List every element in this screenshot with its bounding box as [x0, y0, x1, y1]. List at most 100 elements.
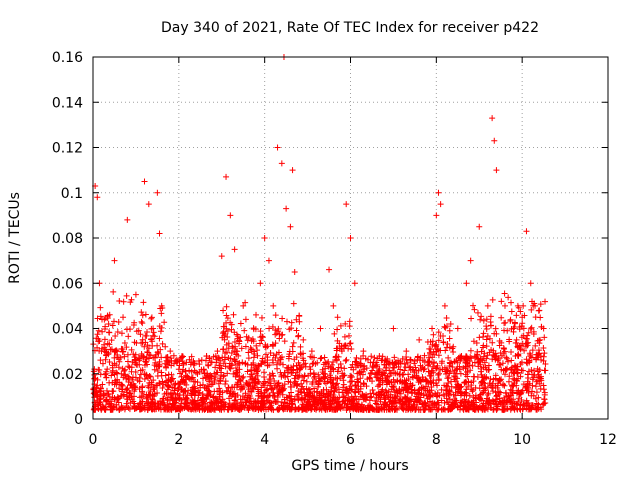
data-point	[467, 347, 474, 354]
data-point	[266, 376, 273, 383]
data-point	[249, 403, 256, 410]
data-point	[123, 344, 130, 351]
data-point	[409, 373, 416, 380]
data-point	[137, 406, 144, 413]
data-point	[368, 353, 375, 360]
data-point	[346, 340, 353, 347]
data-point	[123, 393, 130, 400]
data-point	[139, 320, 146, 327]
data-point	[132, 374, 139, 381]
data-point	[514, 352, 521, 359]
data-point	[133, 340, 140, 347]
data-point	[149, 406, 156, 413]
data-point	[462, 406, 469, 413]
data-point	[374, 355, 381, 362]
data-point	[305, 372, 312, 379]
data-point	[447, 321, 454, 328]
data-point	[541, 395, 548, 402]
data-point	[249, 379, 256, 386]
data-point	[493, 353, 500, 360]
data-point	[98, 348, 105, 355]
data-point	[180, 377, 187, 384]
data-point	[510, 404, 517, 411]
data-point	[203, 394, 210, 401]
data-point	[484, 391, 491, 398]
data-point	[518, 334, 525, 341]
data-point	[540, 325, 547, 332]
data-point	[322, 394, 329, 401]
data-point	[496, 376, 503, 383]
data-point	[386, 406, 393, 413]
data-point	[425, 354, 432, 361]
data-point	[274, 365, 281, 372]
data-point	[505, 294, 512, 301]
data-point	[418, 390, 425, 397]
data-point	[224, 315, 231, 322]
data-point	[275, 357, 282, 364]
data-point	[535, 337, 542, 344]
data-point	[536, 350, 543, 357]
data-point	[502, 302, 508, 309]
data-point	[111, 354, 118, 361]
data-point	[254, 386, 261, 393]
data-point	[466, 358, 473, 365]
data-point	[171, 387, 178, 394]
data-point	[239, 396, 246, 403]
data-point	[295, 405, 302, 412]
data-point	[143, 371, 150, 378]
data-point	[326, 404, 333, 411]
data-point	[118, 392, 125, 399]
data-point	[531, 371, 538, 378]
data-point	[462, 378, 469, 385]
data-point	[198, 357, 205, 364]
data-point	[170, 360, 177, 367]
data-point	[443, 370, 450, 377]
data-point	[347, 235, 354, 241]
data-point	[184, 405, 191, 412]
data-point	[162, 343, 169, 350]
data-point	[220, 360, 227, 367]
data-point	[542, 361, 549, 368]
data-point	[437, 333, 444, 340]
data-point	[532, 342, 539, 349]
data-point	[441, 399, 448, 406]
data-point	[484, 333, 491, 340]
data-point	[392, 359, 399, 366]
data-point	[215, 380, 222, 387]
data-point	[416, 398, 423, 405]
data-point	[457, 402, 464, 409]
data-point	[468, 355, 475, 362]
data-point	[191, 391, 198, 398]
data-point	[537, 385, 544, 392]
data-point	[329, 380, 336, 387]
data-point	[138, 309, 145, 316]
data-point	[476, 403, 483, 410]
data-point	[278, 353, 285, 360]
data-point	[211, 399, 218, 406]
data-point	[308, 348, 315, 355]
data-point	[524, 380, 531, 387]
data-point	[106, 379, 113, 386]
data-point	[382, 387, 389, 394]
data-point	[148, 336, 155, 343]
data-point	[377, 396, 384, 403]
data-point	[275, 349, 282, 356]
data-point	[430, 331, 437, 338]
data-point	[360, 380, 367, 387]
data-point	[511, 362, 518, 369]
data-point	[100, 391, 107, 398]
data-point	[285, 378, 292, 385]
data-point	[441, 323, 448, 330]
data-point	[237, 320, 244, 327]
data-point	[298, 363, 305, 370]
data-point	[248, 348, 255, 355]
data-point	[121, 406, 128, 413]
data-point	[250, 326, 257, 333]
data-point	[513, 312, 520, 319]
data-point	[497, 361, 504, 368]
data-point	[337, 361, 344, 368]
data-point	[343, 404, 350, 411]
data-point	[274, 382, 281, 389]
data-points	[90, 54, 549, 413]
data-point	[372, 397, 379, 404]
